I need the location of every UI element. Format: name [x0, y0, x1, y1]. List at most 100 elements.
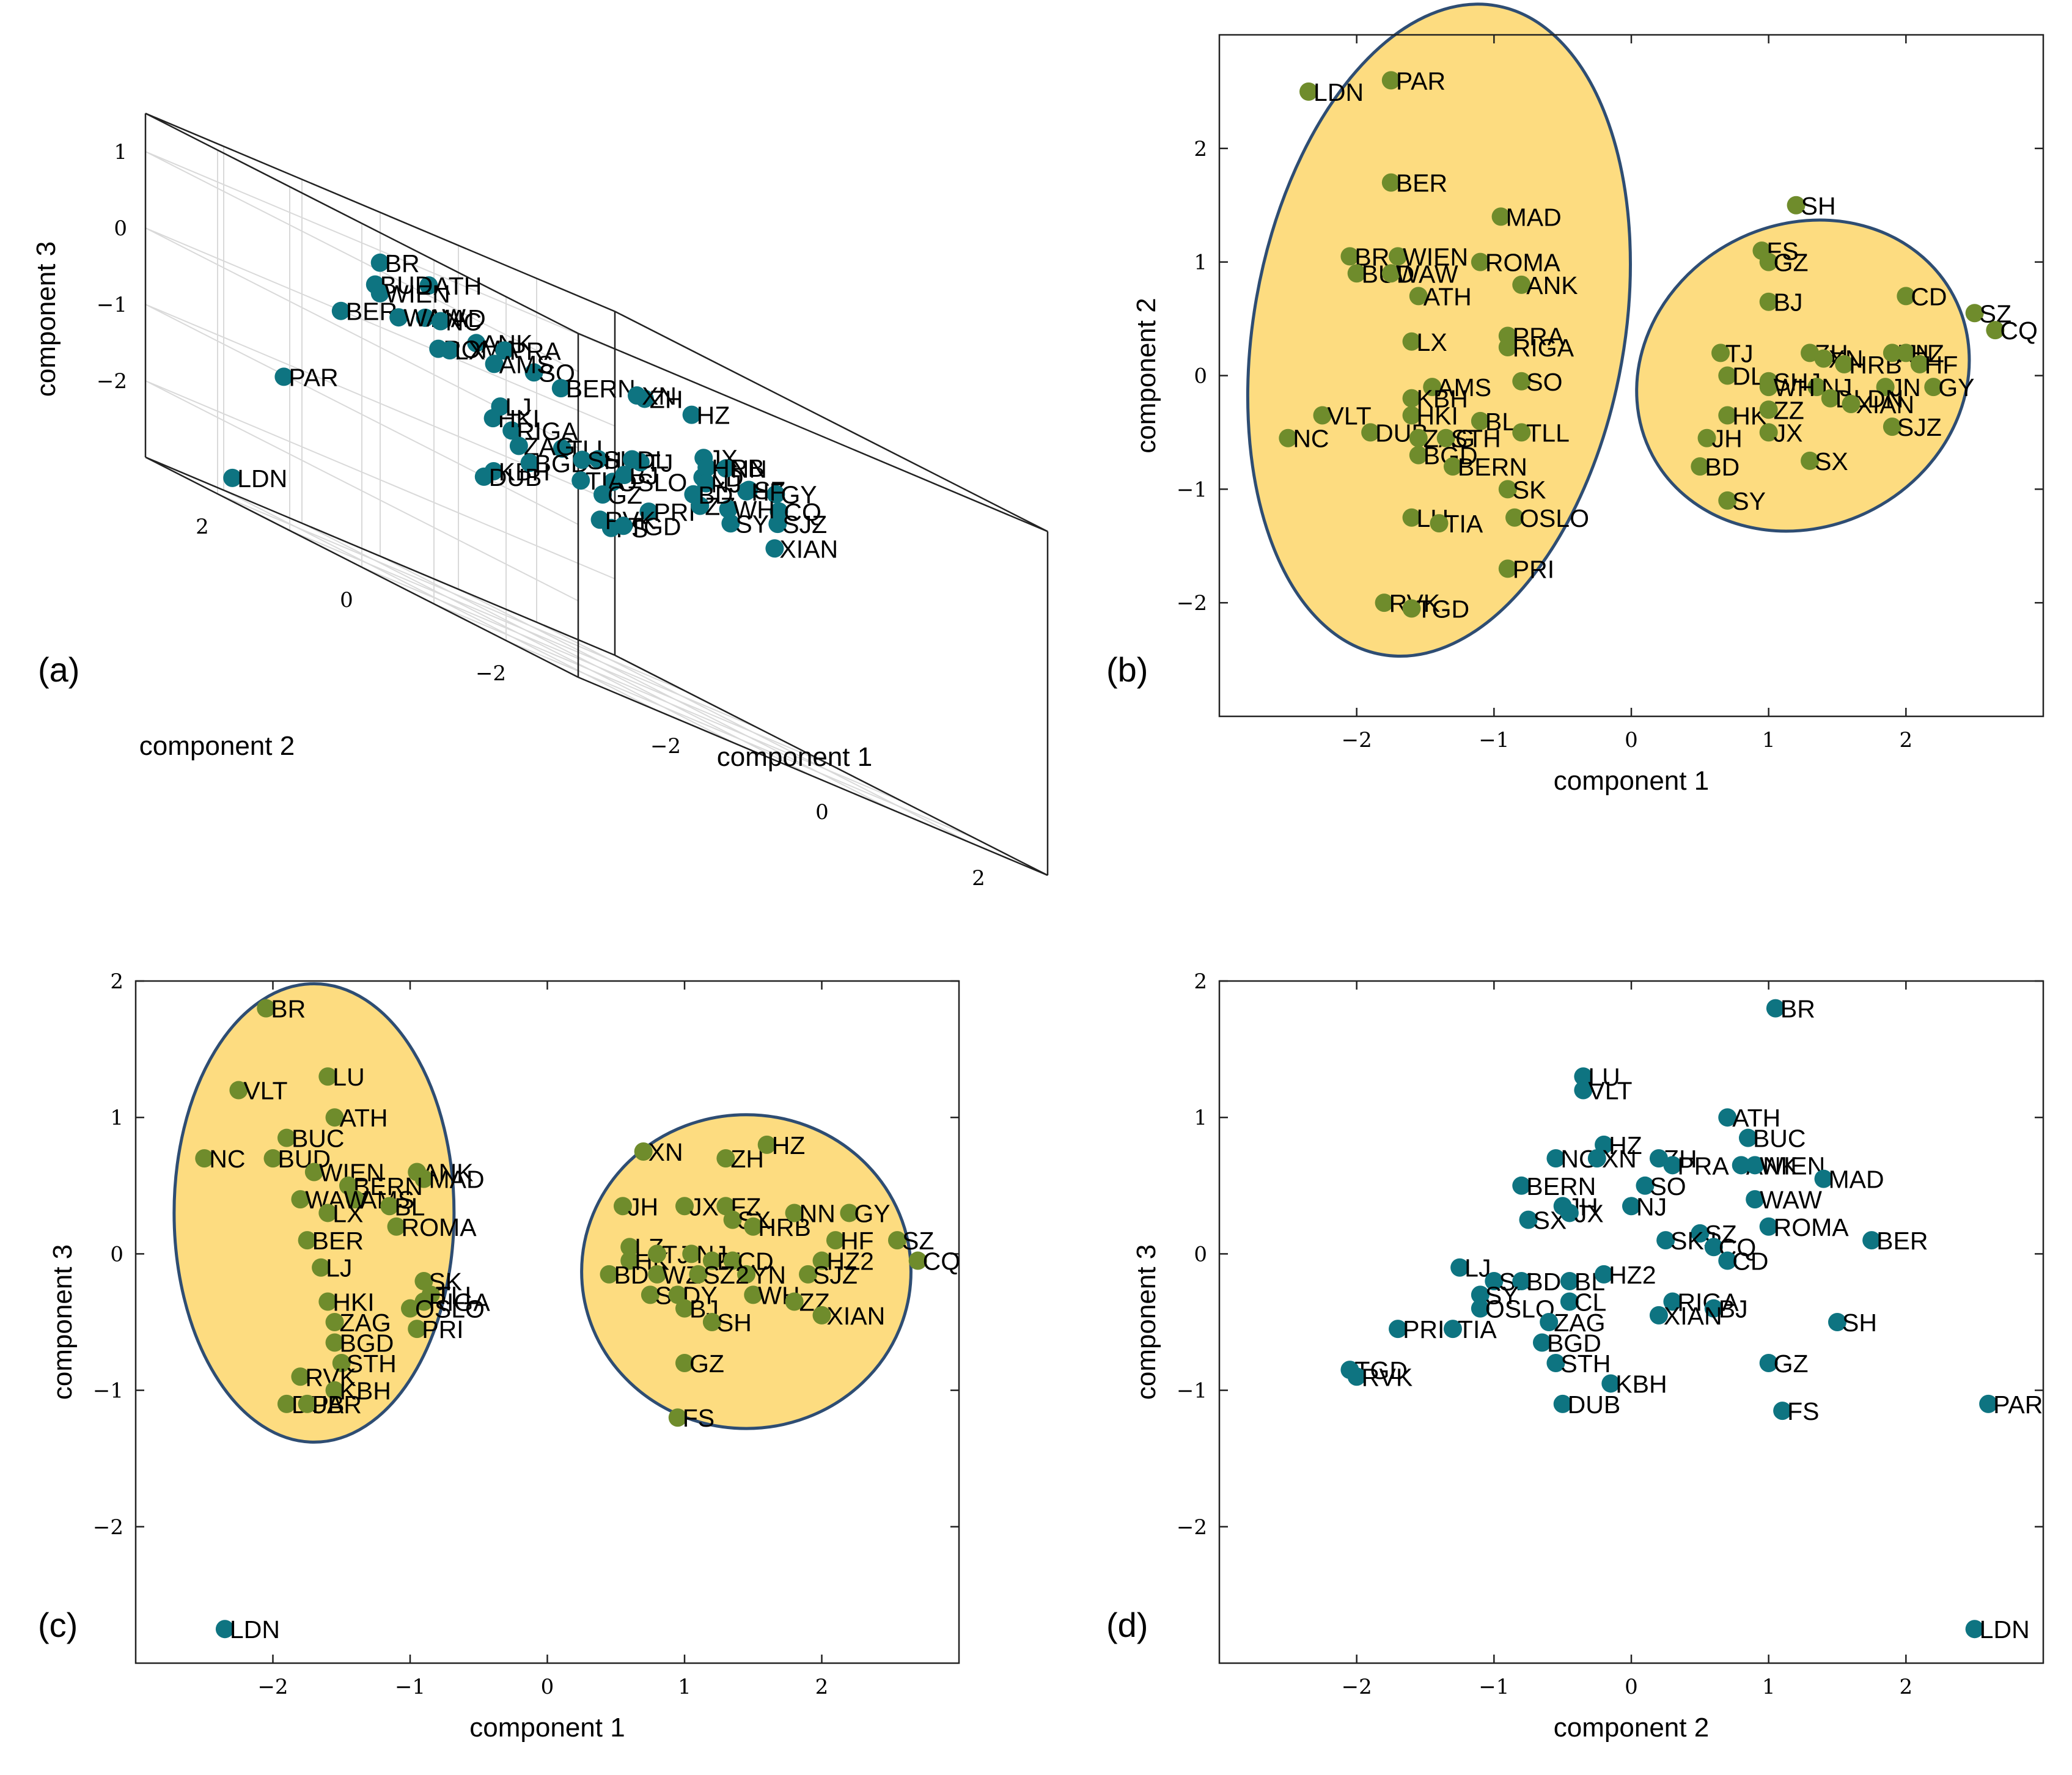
point-label: LX — [332, 1199, 363, 1227]
point-oslo — [1471, 1299, 1490, 1318]
point-sth — [332, 1353, 351, 1372]
x-tick-label: 1 — [1762, 1675, 1776, 1699]
point-cq — [1986, 321, 2005, 340]
y-tick-label: 1 — [1194, 251, 1207, 275]
point-bd — [1691, 457, 1710, 476]
point-label: SJZ — [782, 510, 827, 538]
point-sy — [1471, 1285, 1490, 1304]
point-label: BERN — [566, 375, 636, 403]
point-label: LU — [1588, 1063, 1620, 1091]
point-label: HKI — [1417, 402, 1458, 430]
point-label: BD — [1526, 1268, 1561, 1296]
point-ber — [1862, 1231, 1881, 1250]
point-cd — [1897, 287, 1916, 306]
point-label: TJ — [1725, 339, 1754, 367]
point-hk — [1718, 406, 1737, 425]
y-axis-label: component 3 — [48, 1244, 78, 1400]
point-label: JX — [1574, 1199, 1604, 1227]
point-dl — [1718, 366, 1737, 385]
point-waw — [1381, 264, 1400, 283]
point-bd — [600, 1265, 619, 1284]
point-par — [274, 367, 293, 386]
y-tick-label: −2 — [1177, 591, 1207, 616]
point-label: SJZ — [813, 1261, 858, 1289]
point-br — [257, 999, 276, 1018]
point-label: WIEN — [385, 280, 450, 308]
point-ath — [325, 1108, 344, 1127]
y-tick-label: 2 — [1194, 137, 1207, 161]
x-tick-label: −1 — [1479, 728, 1509, 752]
x-axis-label: component 1 — [1554, 766, 1709, 796]
point-bgd — [325, 1333, 344, 1352]
point-sk — [1498, 480, 1517, 499]
point-hf — [826, 1231, 845, 1250]
point-nc — [1546, 1149, 1565, 1168]
point-label: PRA — [509, 337, 561, 365]
point-sth — [1436, 428, 1455, 447]
point-label: XN — [1602, 1145, 1637, 1173]
point-label: SH — [1801, 192, 1836, 220]
point-jx — [675, 1197, 694, 1216]
point-label: LJ — [505, 393, 531, 421]
point-label: HF — [1925, 351, 1958, 379]
point-bud — [263, 1149, 282, 1168]
point-xn — [1814, 349, 1833, 368]
point-label: PRI — [422, 1315, 463, 1343]
point-sk — [414, 1272, 433, 1291]
panel-d: −2 −1 0 1 2 2 1 0 −1 −2 component 2 component 3 BR LU… — [1106, 969, 2044, 1743]
point-kbh — [1402, 389, 1421, 408]
point-label: ZAG — [1554, 1309, 1605, 1337]
point-ber — [298, 1231, 317, 1250]
point-label: PRI — [1403, 1315, 1444, 1343]
point-tia — [1443, 1320, 1462, 1339]
point-label: CQ — [923, 1248, 961, 1276]
point-zh — [1649, 1149, 1668, 1168]
point-oslo — [401, 1299, 419, 1318]
point-roma — [387, 1217, 406, 1236]
point-bl — [1560, 1272, 1579, 1291]
cluster-ellipse-1 — [1246, 2, 1632, 658]
point-label: WH — [1774, 373, 1815, 402]
point-label: SJZ — [1897, 413, 1942, 441]
point-par — [298, 1394, 317, 1413]
point-label: GY — [781, 481, 817, 509]
point-jh — [1697, 428, 1716, 447]
point-xn — [1587, 1149, 1606, 1168]
point-label: PRA — [1513, 322, 1565, 350]
point-nj — [682, 1244, 701, 1263]
point-jn — [1876, 378, 1895, 397]
point-zh — [1801, 344, 1820, 362]
x-tick-label: −2 — [1342, 728, 1372, 752]
point-hf — [737, 482, 756, 501]
point-sz — [887, 1231, 906, 1250]
point-fs — [668, 1408, 687, 1427]
point-bl — [1471, 411, 1490, 430]
y-tick-label: 1 — [110, 1106, 123, 1130]
point-label: TIA — [1444, 510, 1483, 538]
point-label: PRI — [653, 498, 695, 526]
point-label: MAD — [1506, 203, 1562, 231]
point-hrb — [744, 1217, 763, 1236]
point-tgd — [1402, 599, 1421, 618]
y-tick-label: −1 — [93, 1379, 123, 1403]
x-axis-label: component 1 — [717, 742, 872, 772]
point-label: LDN — [230, 1615, 280, 1644]
point-vlt — [1574, 1081, 1593, 1100]
point-sx — [1519, 1210, 1538, 1229]
point-sjz — [1883, 417, 1901, 436]
point-label: SK — [1513, 476, 1546, 504]
point-label: ANK — [1526, 271, 1578, 300]
point-par — [1979, 1394, 1998, 1413]
point-label: GZ — [608, 481, 642, 509]
point-zz — [1759, 400, 1778, 419]
point-bern — [1512, 1176, 1531, 1195]
y-tick-label: 2 — [196, 515, 209, 539]
x-tick-label: 0 — [815, 800, 829, 825]
point-label: ATH — [1732, 1104, 1780, 1132]
point-label: CD — [1911, 282, 1947, 311]
point-label: HF — [751, 478, 785, 506]
z-tick-label: −1 — [97, 293, 127, 317]
point-label: KBH — [1417, 385, 1468, 413]
point-zz — [785, 1292, 804, 1311]
point-vlt — [1313, 406, 1332, 425]
